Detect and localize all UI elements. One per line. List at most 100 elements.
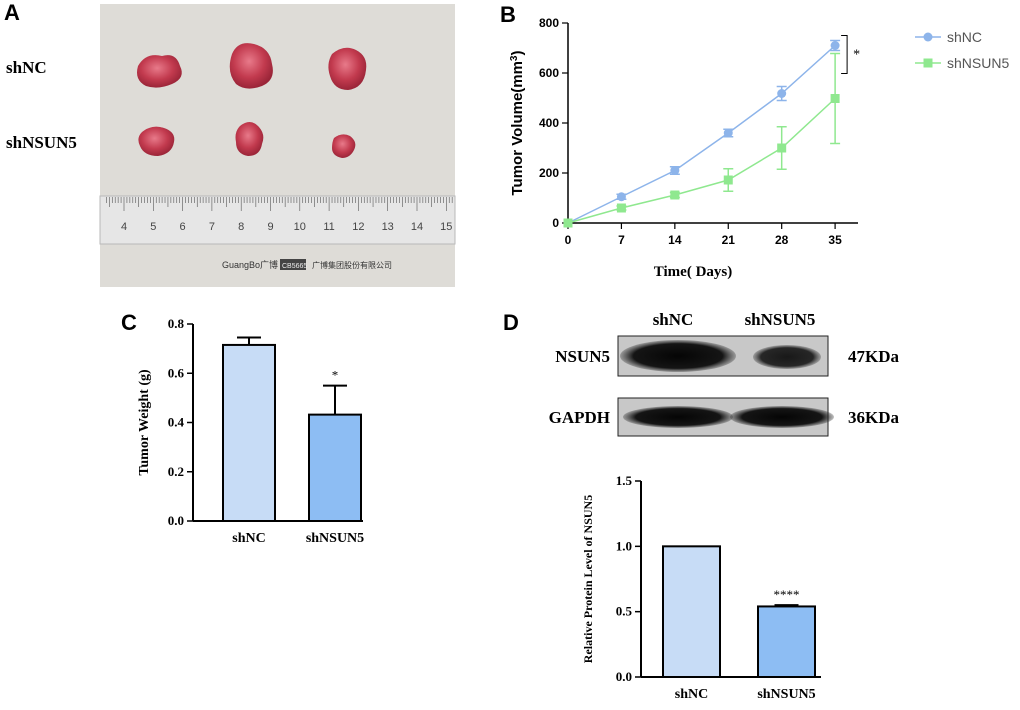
row-label-shnc: shNC [6, 58, 47, 77]
tumor-volume-legend: shNC shNSUN5 [915, 29, 1009, 71]
band-nsun5-shnc [620, 340, 736, 372]
band-nsun5-shnsun5 [753, 345, 821, 369]
point-shNC [777, 89, 787, 98]
tumor-weight-marks: shNC * shNSUN5 [222, 336, 364, 546]
legend-marker-shnsun5 [923, 58, 933, 68]
series-line-shNSUN5 [567, 97, 836, 224]
ruler-number: 6 [180, 221, 186, 233]
tumor-volume-marks [563, 35, 848, 228]
point-shNSUN5 [723, 175, 733, 185]
tumor-shnc-3 [328, 47, 367, 90]
y-tick-label: 0.0 [616, 669, 632, 684]
relative-protein-ylabel: Relative Protein Level of NSUN5 [581, 495, 595, 663]
y-tick-label: 0.5 [616, 604, 633, 619]
ruler-number: 10 [294, 221, 306, 233]
ruler-number: 4 [121, 221, 127, 233]
point-shNC [670, 166, 680, 175]
x-tick-label: 0 [565, 233, 572, 247]
ruler-numbers: 4 5 6 7 8 9 10 11 12 13 14 15 [121, 221, 452, 233]
y-tick-label: 1.0 [616, 538, 632, 553]
y-tick-label: 0.4 [168, 415, 185, 430]
category-label: shNC [232, 531, 265, 546]
significance-label: **** [774, 587, 800, 602]
legend-marker-shnc [923, 32, 933, 42]
point-shNSUN5 [616, 203, 626, 213]
bar-shNSUN5 [308, 413, 362, 522]
panel-label-a: A [4, 0, 20, 25]
band-gapdh-shnsun5 [730, 406, 834, 428]
tumor-shnsun5-2 [235, 122, 264, 156]
bar-shNSUN5 [757, 605, 816, 678]
series-line-shNC [567, 44, 836, 224]
tumor-shnc-2 [229, 43, 273, 89]
y-tick-label: 200 [539, 166, 559, 180]
tumor-volume-axes: 0 200 400 600 800 0 7 14 21 28 35 [539, 16, 858, 247]
x-tick-label: 28 [775, 233, 789, 247]
y-tick-label: 0 [552, 216, 559, 230]
point-shNC [723, 128, 733, 138]
ruler-number: 11 [323, 221, 334, 233]
photo-drawing: 4 5 6 7 8 9 10 11 12 13 14 15 GuangBo广博 CB5665 广博集团… [99, 43, 456, 270]
legend-label-shnc: shNC [947, 29, 982, 45]
y-tick-label: 0.0 [168, 513, 184, 528]
bar-shNC [662, 545, 721, 679]
point-shNC [616, 192, 626, 202]
y-tick-label: 400 [539, 116, 559, 130]
category-label: shNC [675, 687, 708, 702]
panel-label-b: B [500, 2, 516, 27]
point-shNSUN5 [670, 190, 680, 200]
category-label: shNSUN5 [306, 531, 364, 546]
ruler-number: 15 [440, 221, 452, 233]
ruler-number: 9 [267, 221, 273, 233]
ruler-number: 13 [382, 221, 394, 233]
blot-size-gapdh: 36KDa [848, 408, 900, 427]
y-tick-label: 0.6 [168, 365, 185, 380]
significance-label: * [332, 368, 339, 383]
blot-protein-gapdh: GAPDH [549, 408, 610, 427]
ruler-tick-marks [106, 197, 453, 211]
relative-protein-marks: shNC **** shNSUN5 [662, 545, 816, 702]
y-tick-label: 0.8 [168, 316, 185, 331]
x-tick-label: 7 [618, 233, 625, 247]
blot-lane-shnc: shNC [653, 310, 694, 329]
band-gapdh-shnc [623, 406, 733, 428]
blot-lane-shnsun5: shNSUN5 [745, 310, 816, 329]
tumor-volume-ylabel: Tumor Volume(mm3) [509, 50, 527, 195]
panel-label-d: D [503, 310, 519, 335]
tumor-weight-chart: 0.0 0.2 0.4 0.6 0.8 shNC * shNSUN5 Tumor Weigh… [137, 316, 364, 546]
tumor-shnsun5-1 [138, 126, 175, 156]
x-tick-label: 21 [722, 233, 736, 247]
tumor-volume-xlabel: Time( Days) [654, 264, 732, 280]
relative-protein-chart: 0.0 0.5 1.0 1.5 shNC **** shNSUN5 Relative Pr… [581, 473, 821, 702]
y-tick-label: 600 [539, 66, 559, 80]
ruler-number: 8 [238, 221, 244, 233]
ruler-number: 5 [150, 221, 156, 233]
point-shNSUN5 [563, 218, 573, 228]
point-shNC [830, 41, 840, 50]
ruler-company: 广博集团股份有限公司 [312, 260, 392, 270]
ruler-number: 7 [209, 221, 215, 233]
panel-label-c: C [121, 310, 137, 335]
tumor-weight-ylabel: Tumor Weight (g) [137, 369, 152, 476]
ruler-brand: GuangBo广博 [222, 259, 278, 270]
category-label: shNSUN5 [757, 687, 815, 702]
legend-label-shnsun5: shNSUN5 [947, 55, 1009, 71]
row-label-shnsun5: shNSUN5 [6, 133, 77, 152]
significance-bracket [841, 35, 848, 74]
ruler-code: CB5665 [282, 263, 307, 270]
tumor-shnsun5-3 [332, 134, 356, 158]
y-tick-label: 800 [539, 16, 559, 30]
tumor-photograph: 4 5 6 7 8 9 10 11 12 13 14 15 GuangBo广博 CB5665 广博集团… [99, 4, 456, 287]
x-tick-label: 14 [668, 233, 682, 247]
ruler-number: 12 [352, 221, 364, 233]
y-tick-label: 1.5 [616, 473, 633, 488]
blot-protein-nsun5: NSUN5 [555, 347, 610, 366]
ruler-number: 14 [411, 221, 423, 233]
bar-shNC [222, 343, 276, 523]
tumor-volume-significance: * [853, 48, 860, 63]
point-shNSUN5 [777, 143, 787, 153]
ruler [99, 195, 456, 245]
y-tick-label: 0.2 [168, 464, 184, 479]
western-blot: shNC shNSUN5 NSUN5 47KDa GAPDH 36KDa [549, 310, 900, 437]
point-shNSUN5 [830, 94, 840, 103]
